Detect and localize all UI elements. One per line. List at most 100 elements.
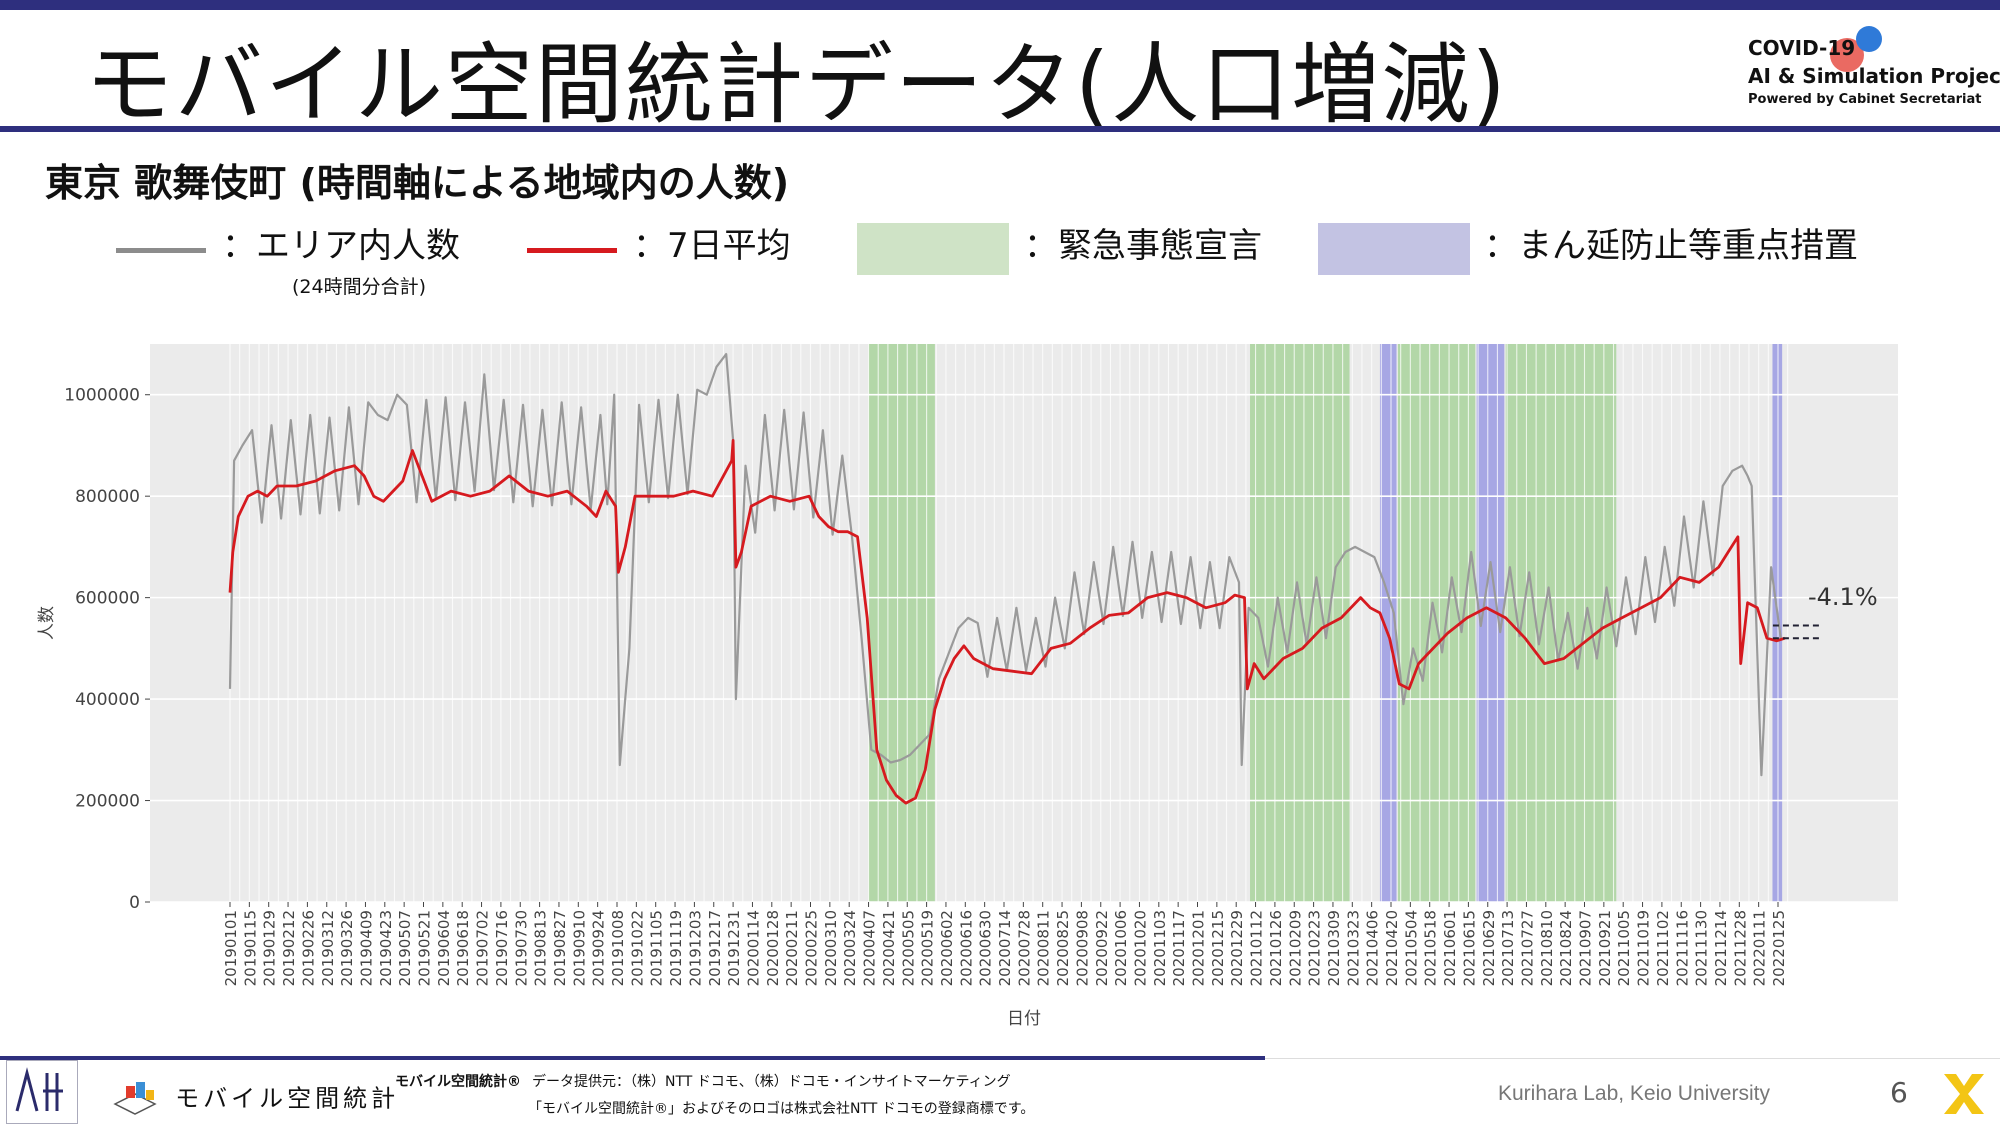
x-tick-label: 20211214 (1712, 910, 1730, 986)
x-tick-label: 20210629 (1480, 910, 1498, 986)
x-tick-label: 20211102 (1654, 910, 1672, 986)
footer-provider: データ提供元：（株）NTT ドコモ、（株）ドコモ・インサイトマーケティング (532, 1074, 1011, 1090)
x-tick-label: 20200519 (919, 910, 937, 986)
mobile-stat-logo-text: モバイル空間統計 (175, 1084, 400, 1113)
x-tick-label: 20190312 (319, 910, 337, 986)
x-tick-label: 20211005 (1615, 910, 1633, 986)
x-tick-label: 20190423 (377, 910, 395, 986)
x-tick-label: 20190507 (396, 910, 414, 986)
priority-period (1772, 344, 1783, 902)
x-tick-label: 20190924 (590, 910, 608, 986)
population-chart: 0 200000 400000 600000 800000 1000000 人数 20190… (37, 344, 1898, 1029)
page-number: 6 (1890, 1076, 1908, 1109)
y-tick-label: 0 (129, 893, 140, 913)
legend-avg-label: ：7日平均 (633, 226, 791, 266)
logo-blue-circle (1856, 26, 1882, 52)
x-tick-label: 20200728 (1015, 910, 1033, 986)
x-tick-label: 20210504 (1402, 910, 1420, 986)
x-tick-label: 20201103 (1151, 910, 1169, 986)
x-tick-label: 20200324 (841, 910, 859, 986)
x-tick-label: 20210921 (1596, 910, 1614, 986)
x-tick-label: 20190730 (512, 910, 530, 986)
legend-emergency-label: ：緊急事態宣言 (1024, 226, 1262, 266)
x-tick-label: 20201006 (1112, 910, 1130, 986)
x-tick-label: 20210907 (1577, 910, 1595, 986)
y-tick-label: 400000 (75, 690, 140, 710)
x-tick-label: 20210126 (1267, 910, 1285, 986)
logo-line3: Powered by Cabinet Secretariat (1748, 92, 1982, 107)
x-tick-label: 20200825 (1054, 910, 1072, 986)
x-tick-label: 20190101 (222, 910, 240, 986)
footer-divider (0, 1056, 1265, 1060)
x-tick-label: 20190521 (416, 910, 434, 986)
x-tick-label: 20191231 (725, 910, 743, 986)
emergency-period (1505, 344, 1617, 902)
x-tick-label: 20200128 (764, 910, 782, 986)
legend-priority-swatch (1318, 223, 1470, 275)
x-tick-label: 20200602 (938, 910, 956, 986)
x-tick-label: 20211019 (1635, 910, 1653, 986)
x-tick-label: 20211228 (1731, 910, 1749, 986)
x-tick-label: 20190827 (551, 910, 569, 986)
legend-raw-label: ：エリア内人数 (222, 226, 460, 266)
legend-avg-swatch (527, 248, 617, 253)
x-tick-label: 20190702 (474, 910, 492, 986)
x-tick-label: 20200505 (899, 910, 917, 986)
covid-ai-logo: COVID-19 AI & Simulation Project Powered… (1748, 26, 2000, 121)
x-tick-label: 20211130 (1693, 910, 1711, 986)
x-tick-label: 20220111 (1751, 910, 1769, 986)
footer-brand: モバイル空間統計® (395, 1074, 521, 1090)
x-tick-label: 20190716 (493, 910, 511, 986)
x-tick-label: 20201229 (1228, 910, 1246, 986)
cube-logo-icon (113, 1082, 157, 1115)
x-tick-label: 20200225 (803, 910, 821, 986)
x-tick-label: 20210309 (1325, 910, 1343, 986)
x-tick-label: 20191105 (648, 910, 666, 986)
x-tick-label: 20191217 (706, 910, 724, 986)
x-tick-label: 20200407 (861, 910, 879, 986)
x-tick-label: 20200922 (1093, 910, 1111, 986)
legend-raw-note: (24時間分合計) (292, 276, 427, 298)
x-tick-label: 20210209 (1286, 910, 1304, 986)
y-axis-title: 人数 (37, 606, 57, 640)
series-7day-average-line (228, 439, 1786, 805)
x-tick-label: 20210420 (1383, 910, 1401, 986)
project-x-icon (1944, 1074, 1984, 1114)
legend: ：エリア内人数 (24時間分合計) ：7日平均 ：緊急事態宣言 ：まん延防止等重… (0, 218, 2000, 298)
y-tick-label: 200000 (75, 792, 140, 812)
x-tick-label: 20200811 (1035, 910, 1053, 986)
x-tick-label: 20190813 (532, 910, 550, 986)
x-tick-label: 20210824 (1557, 910, 1575, 986)
x-tick-label: 20210323 (1344, 910, 1362, 986)
x-tick-label: 20190910 (570, 910, 588, 986)
x-tick-label: 20190115 (241, 910, 259, 986)
y-tick-label: 600000 (75, 589, 140, 609)
y-tick-label: 800000 (75, 487, 140, 507)
legend-raw-swatch (116, 248, 206, 253)
x-tick-label: 20200714 (996, 910, 1014, 986)
x-tick-label: 20190226 (299, 910, 317, 986)
y-tick-label: 1000000 (64, 386, 140, 406)
x-tick-label: 20190326 (338, 910, 356, 986)
series-area-count-line (228, 353, 1782, 777)
x-tick-label: 20200114 (744, 910, 762, 986)
x-tick-label: 20211116 (1673, 910, 1691, 986)
footer-divider-thin (1265, 1058, 2000, 1059)
logo-line2: AI & Simulation Project (1748, 64, 2000, 88)
x-tick-label: 20210112 (1248, 910, 1266, 986)
x-tick-label: 20210615 (1460, 910, 1478, 986)
priority-period (1379, 344, 1397, 902)
page-title: モバイル空間統計データ(人口増減) (85, 33, 1508, 136)
x-tick-label: 20201117 (1170, 910, 1188, 986)
x-tick-label: 20190129 (261, 910, 279, 986)
x-tick-label: 20210223 (1306, 910, 1324, 986)
top-accent-bar (0, 0, 2000, 10)
mobile-stat-logo: モバイル空間統計 (110, 1076, 399, 1116)
x-tick-label: 20210810 (1538, 910, 1556, 986)
x-tick-label: 20191022 (628, 910, 646, 986)
keio-emblem-icon (15, 1067, 63, 1112)
x-tick-label: 20201201 (1190, 910, 1208, 986)
x-tick-label: 20200630 (977, 910, 995, 986)
x-tick-label: 20201020 (1131, 910, 1149, 986)
x-tick-label: 20190409 (357, 910, 375, 986)
